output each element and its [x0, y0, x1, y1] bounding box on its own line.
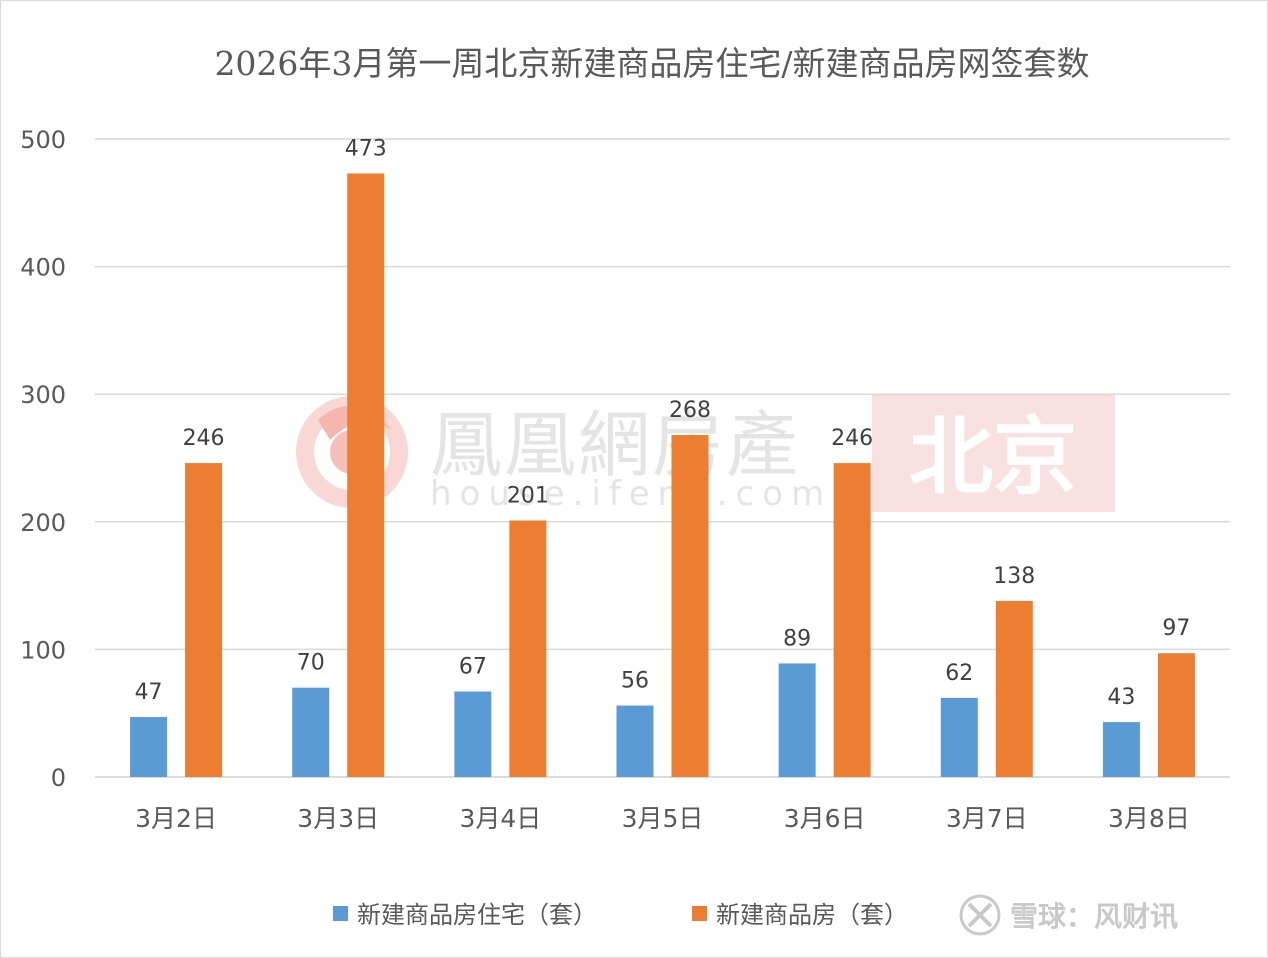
legend-label: 新建商品房（套） [716, 901, 908, 929]
legend-swatch [333, 906, 348, 921]
x-tick-label: 3月3日 [297, 804, 379, 833]
x-tick-label: 3月2日 [135, 804, 217, 833]
bars [130, 173, 1195, 777]
bar-total [185, 463, 223, 777]
bar-residential [1102, 722, 1140, 777]
bar-total [995, 600, 1033, 777]
watermark-url: house.ifeng.com [430, 474, 832, 514]
bar-total [833, 463, 871, 777]
data-label: 201 [507, 484, 549, 509]
data-label: 67 [459, 655, 487, 680]
data-label: 246 [183, 426, 225, 451]
xueqiu-logo-icon [959, 894, 1001, 936]
y-axis-ticks: 0 100 200 300 400 500 [20, 126, 66, 792]
data-label: 62 [945, 661, 973, 686]
x-tick-label: 3月4日 [459, 804, 541, 833]
bar-total [671, 435, 709, 777]
watermark-city: 北京 [909, 408, 1077, 506]
y-tick-label: 0 [51, 764, 66, 792]
data-labels: 47 246 70 473 67 201 56 268 89 246 62 138 43 97 [135, 136, 1191, 710]
bar-total [347, 173, 385, 777]
y-tick-label: 400 [20, 254, 66, 282]
bar-residential [940, 697, 978, 777]
data-label: 97 [1162, 616, 1190, 641]
x-tick-label: 3月8日 [1108, 804, 1190, 833]
credit-text: 雪球：风财讯 [1010, 900, 1178, 933]
x-axis-labels: 3月2日 3月3日 3月4日 3月5日 3月6日 3月7日 3月8日 [135, 804, 1190, 833]
bar-total [509, 520, 547, 777]
y-tick-label: 500 [20, 126, 66, 154]
x-tick-label: 3月7日 [946, 804, 1028, 833]
chart-title: 2026年3月第一周北京新建商品房住宅/新建商品房网签套数 [214, 44, 1089, 83]
data-label: 473 [345, 136, 387, 161]
data-label: 47 [135, 680, 163, 705]
watermark-brand: 鳳凰網房產 [430, 403, 800, 487]
legend: 新建商品房住宅（套） 新建商品房（套） [333, 901, 908, 929]
y-tick-label: 200 [20, 509, 66, 537]
legend-swatch [692, 906, 707, 921]
data-label: 268 [669, 398, 711, 423]
data-label: 246 [831, 426, 873, 451]
y-tick-label: 100 [20, 636, 66, 664]
legend-label: 新建商品房住宅（套） [357, 901, 597, 929]
data-label: 70 [297, 651, 325, 676]
data-label: 89 [783, 626, 811, 651]
bar-total [1157, 653, 1195, 777]
x-tick-label: 3月6日 [784, 804, 866, 833]
credit: 雪球：风财讯 [959, 894, 1178, 936]
bar-residential [454, 691, 492, 777]
data-label: 56 [621, 669, 649, 694]
y-tick-label: 300 [20, 381, 66, 409]
bar-residential [130, 717, 168, 777]
x-tick-label: 3月5日 [622, 804, 704, 833]
watermark-city-box [872, 394, 1115, 512]
bar-residential [292, 687, 330, 777]
bar-residential [616, 705, 654, 777]
bar-residential [778, 663, 816, 777]
data-label: 43 [1107, 685, 1135, 710]
data-label: 138 [993, 564, 1035, 589]
